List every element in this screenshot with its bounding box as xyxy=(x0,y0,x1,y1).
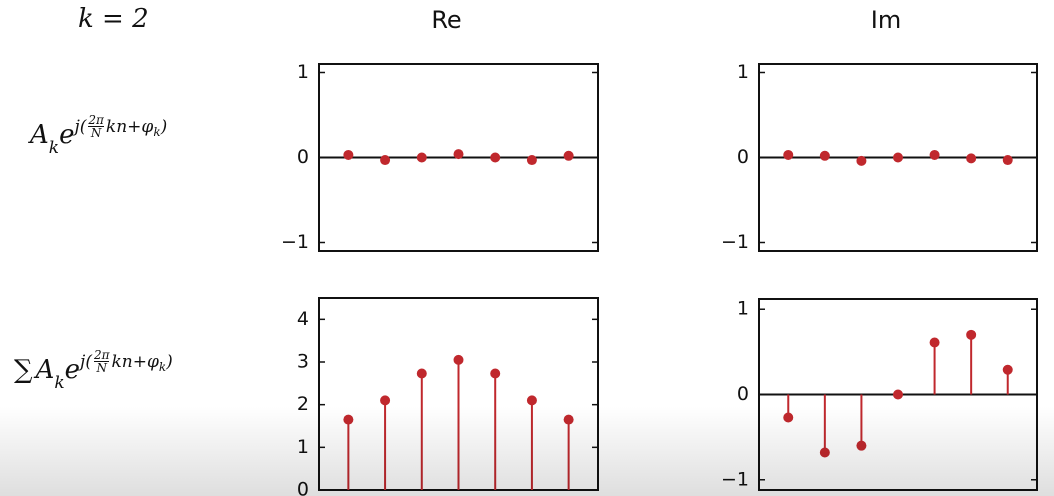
exponent: j( 2π N kn+ φ k ) xyxy=(74,114,167,139)
math: k xyxy=(158,359,167,374)
math: A xyxy=(35,355,55,385)
math: j( xyxy=(80,351,92,372)
stem-marker xyxy=(416,152,427,163)
fraction: 2π N xyxy=(93,348,110,375)
stem-marker xyxy=(380,395,391,406)
stem-marker xyxy=(1002,155,1013,166)
stem-marker xyxy=(380,155,391,166)
math: k xyxy=(54,373,65,393)
y-tick-label: 1 xyxy=(737,298,749,320)
y-tick-label: 0 xyxy=(737,146,749,168)
exponent: j( 2π N kn+ φ k ) xyxy=(80,349,173,374)
math: ) xyxy=(166,351,173,372)
math: e xyxy=(64,355,81,385)
math: kn+ xyxy=(105,116,142,137)
math: φ xyxy=(141,116,154,137)
stem-marker xyxy=(343,414,354,425)
stem-marker xyxy=(783,412,794,423)
stem-marker xyxy=(893,152,903,163)
stem-marker xyxy=(856,440,867,451)
y-tick-label: −1 xyxy=(721,231,749,253)
stem-marker xyxy=(416,368,427,379)
stem-marker xyxy=(819,150,830,161)
stem-marker xyxy=(490,152,501,163)
stem-marker xyxy=(819,447,830,458)
stem-marker xyxy=(563,414,574,425)
y-tick-label: −1 xyxy=(721,468,749,490)
math: N xyxy=(96,361,107,375)
fraction: 2π N xyxy=(88,114,104,139)
column-title: Im xyxy=(871,6,901,34)
stem-marker xyxy=(453,354,464,365)
math: kn+ xyxy=(111,351,147,372)
row-label: ∑ A k e j( 2π N kn+ φ k ) xyxy=(14,349,173,393)
row-label: A k e j( 2π N kn+ φ k ) xyxy=(30,114,167,158)
stem-marker xyxy=(343,149,354,160)
math: 2π xyxy=(93,348,110,362)
y-tick-label: 0 xyxy=(297,479,309,496)
stem-marker xyxy=(490,368,501,379)
y-tick-label: 0 xyxy=(737,383,749,405)
stem-marker xyxy=(929,337,940,348)
math: ∑ xyxy=(14,355,33,385)
math: φ xyxy=(146,351,159,372)
y-tick-label: 4 xyxy=(297,308,309,330)
math: 2π xyxy=(88,113,104,127)
y-tick-label: 0 xyxy=(297,146,309,168)
stem-marker xyxy=(856,155,867,166)
math: A xyxy=(30,120,49,150)
y-tick-label: 1 xyxy=(297,436,309,458)
stem-marker xyxy=(526,155,537,166)
math: e xyxy=(59,120,75,150)
stem-marker xyxy=(453,149,464,160)
math: N xyxy=(90,126,102,140)
stem-marker xyxy=(526,395,537,406)
k-label: k = 2 xyxy=(78,4,149,34)
math: ) xyxy=(160,116,168,137)
stem-marker xyxy=(966,329,977,340)
stem-marker xyxy=(563,150,574,161)
y-tick-label: 1 xyxy=(297,61,309,83)
stem-marker xyxy=(929,149,940,160)
stem-marker xyxy=(1002,364,1013,375)
stem-marker xyxy=(893,389,903,400)
y-tick-label: 3 xyxy=(297,351,309,373)
y-tick-label: 2 xyxy=(297,393,309,415)
math: k xyxy=(48,138,60,158)
y-tick-label: 1 xyxy=(737,61,749,83)
math: j( xyxy=(74,116,87,137)
stem-marker xyxy=(783,149,794,160)
y-tick-label: −1 xyxy=(281,231,309,253)
stem-marker xyxy=(966,153,977,164)
column-title: Re xyxy=(431,6,461,34)
math: k xyxy=(153,124,161,139)
